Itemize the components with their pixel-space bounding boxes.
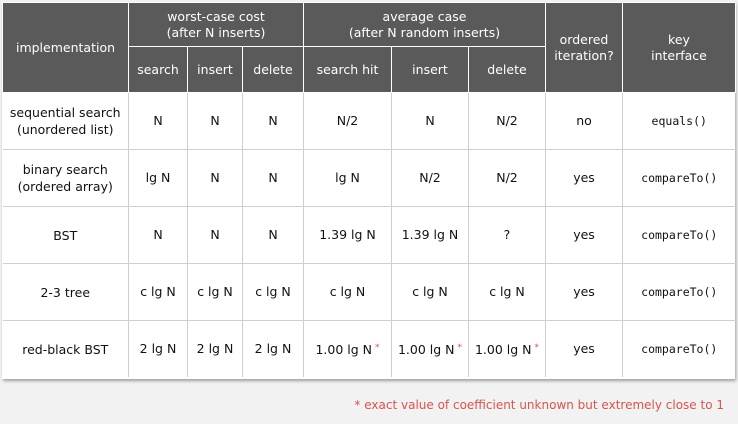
cost-cell: ? [468,206,546,264]
subheader-worst-insert: insert [187,46,243,93]
header-ordered-iteration: ordered iteration? [545,2,623,93]
cost-cell: c lg N [468,263,546,321]
cost-cell: 1.00 lg N * [468,320,546,377]
ordered-iteration-cell: yes [545,149,623,207]
cost-cell: 2 lg N [242,320,304,377]
cost-cell: N [187,206,243,264]
cost-cell: N/2 [303,92,392,150]
key-interface-cell: compareTo() [622,263,736,321]
cost-cell: N/2 [468,92,546,150]
implementation-cell: 2-3 tree [2,263,129,321]
key-interface-cell: compareTo() [622,206,736,264]
cost-cell: N [128,206,188,264]
cost-cell: N/2 [391,149,469,207]
cost-cell: N [391,92,469,150]
footnote-marker: * [457,343,463,353]
cost-cell: N [187,149,243,207]
cost-cell: c lg N [391,263,469,321]
ordered-iteration-cell: yes [545,263,623,321]
header-average-case: average case (after N random inserts) [303,2,546,47]
key-interface-cell: compareTo() [622,149,736,207]
table-row: sequential search (unordered list) N N N N/2 N… [2,92,736,150]
key-interface-cell: compareTo() [641,342,718,356]
cost-cell: N/2 [468,149,546,207]
cost-cell: c lg N [187,263,243,321]
cost-cell: 2 lg N [128,320,188,377]
subheader-avg-insert: insert [391,46,469,93]
cost-cell: N [242,206,304,264]
footnote: * exact value of coefficient unknown but… [354,398,724,412]
cost-cell: 1.00 lg N * [303,320,392,377]
footnote-marker: * [375,343,380,353]
header-key-interface: key interface [622,2,736,93]
implementation-cell: sequential search (unordered list) [2,92,129,150]
cost-cell: c lg N [242,263,304,321]
cost-cell: N [242,92,304,150]
cost-cell: 2 lg N [187,320,243,377]
subheader-worst-delete: delete [242,46,304,93]
ordered-iteration-cell: yes [545,320,623,377]
cost-cell: N [242,149,304,207]
implementation-cell: BST [2,206,129,264]
ordered-iteration-cell: no [545,92,623,150]
key-interface-cell: equals() [622,92,736,150]
header-worst-case: worst-case cost (after N inserts) [128,2,304,47]
footnote-marker: * [534,343,540,353]
subheader-worst-search: search [128,46,188,93]
cost-cell: N [128,92,188,150]
cost-cell: 1.39 lg N [303,206,392,264]
implementation-cell: red-black BST [2,320,129,377]
cost-cell: c lg N [303,263,392,321]
subheader-avg-search-hit: search hit [303,46,392,93]
cost-cell: c lg N [128,263,188,321]
cost-cell: 1.00 lg N * [391,320,469,377]
subheader-avg-delete: delete [468,46,546,93]
implementation-cell: binary search (ordered array) [2,149,129,207]
cost-cell: lg N [303,149,392,207]
ordered-iteration-cell: yes [545,206,623,264]
table-row: BST N N N 1.39 lg N 1.39 lg N? yes compareTo() [2,206,736,264]
header-implementation: implementation [2,2,129,93]
cost-cell: lg N [128,149,188,207]
symbol-table-summary: implementation worst-case cost (after N i… [2,2,736,377]
cost-cell: N [187,92,243,150]
cost-cell: 1.39 lg N [391,206,469,264]
